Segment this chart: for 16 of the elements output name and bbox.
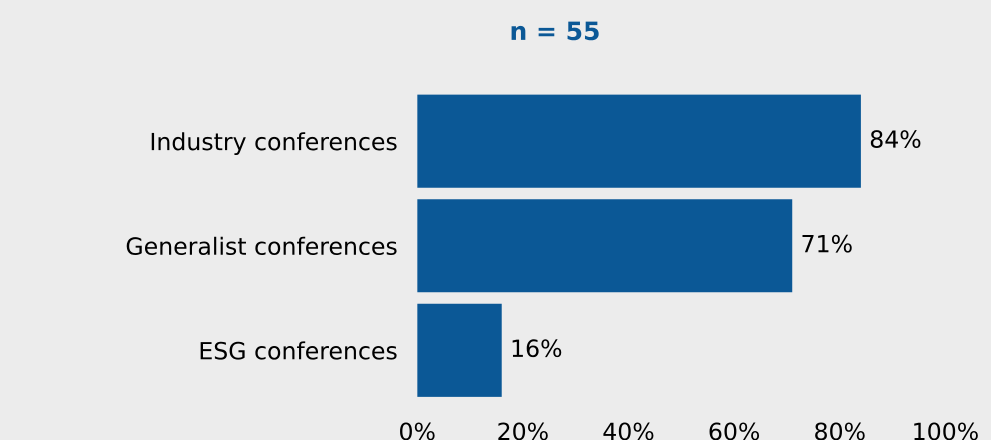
data-label: 71%: [802, 234, 852, 253]
x-tick-label: 80%: [815, 422, 865, 440]
x-tick-label: 60%: [710, 422, 760, 440]
chart-title: n = 55: [512, 22, 599, 40]
data-label: 84%: [870, 130, 920, 148]
y-tick-label: ESG conferences: [200, 341, 397, 360]
y-tick-label: Industry conferences: [152, 132, 397, 156]
y-tick-label: Generalist conferences: [126, 236, 397, 256]
data-label: 16%: [512, 339, 562, 358]
bar: [417, 199, 792, 292]
x-tick-label: 100%: [914, 422, 978, 440]
x-tick-label: 0%: [400, 422, 435, 440]
bar: [417, 94, 861, 188]
x-tick-label: 40%: [603, 422, 654, 440]
x-tick-label: 20%: [498, 422, 548, 440]
bar: [417, 304, 502, 397]
